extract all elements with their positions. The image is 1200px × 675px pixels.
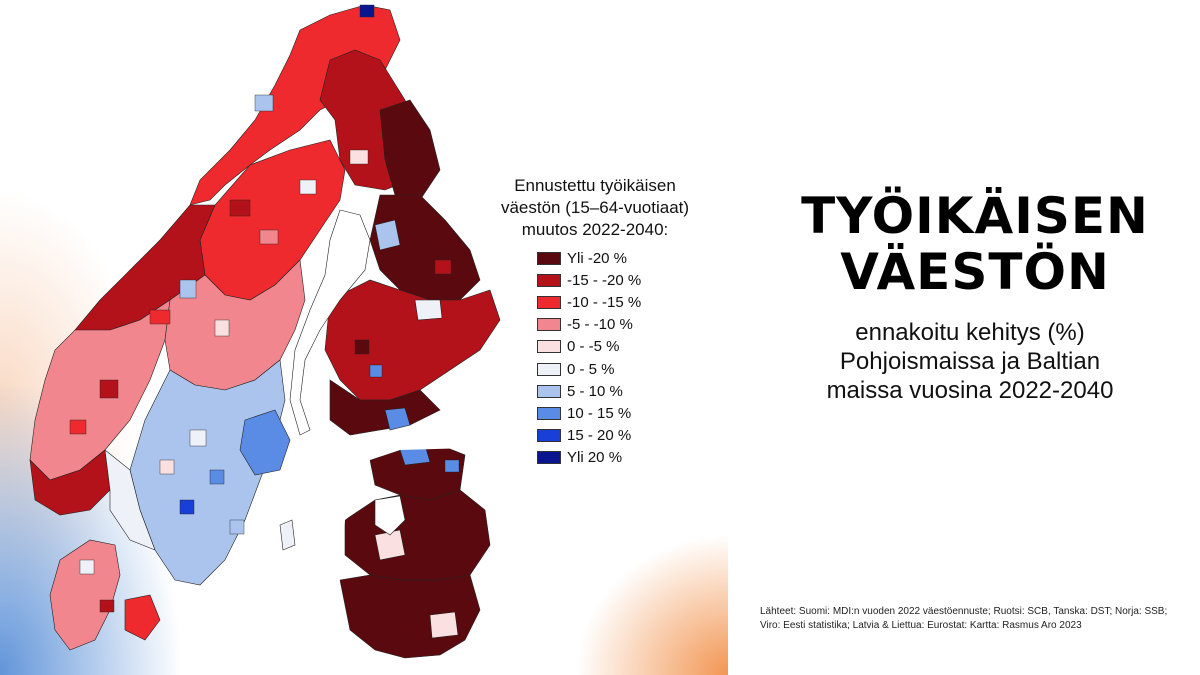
legend-swatch [537,384,561,398]
legend-item: -15 - -20 % [537,269,730,291]
legend-label: 0 - -5 % [567,338,620,356]
legend-swatch [537,251,561,265]
legend-title: Ennustettu työikäisen väestön (15–64-vuo… [500,176,690,239]
map-legend: Ennustettu työikäisen väestön (15–64-vuo… [490,175,730,469]
legend-label: -15 - -20 % [567,271,642,289]
main-title-line1: TYÖIKÄISEN [801,187,1149,245]
region-tampere [414,299,443,321]
legend-label: 0 - 5 % [567,360,615,378]
right-panel [728,0,1200,675]
legend-item: 0 - 5 % [537,358,730,380]
nordic-baltic-map [29,4,501,659]
region-oulu [374,219,401,251]
main-title: TYÖIKÄISEN VÄESTÖN [740,188,1200,300]
subtitle-line3: maissa vuosina 2022-2040 [826,377,1114,404]
legend-swatch [537,362,561,376]
region-vilnius [429,611,459,639]
legend-item: 0 - -5 % [537,336,730,358]
region-lithuania [339,574,481,659]
legend-label: 5 - 10 % [567,382,623,400]
region-denmark-east [124,594,161,641]
region-denmark [49,539,121,651]
region-finland-east-lapland [379,99,441,201]
main-title-line2: VÄESTÖN [840,243,1110,301]
legend-label: Yli 20 % [567,449,623,467]
subtitle-line1: ennakoitu kehitys (%) [855,319,1085,346]
gulf-of-bothnia [289,209,371,436]
legend-swatch [537,340,561,354]
region-finland-south [329,379,441,436]
legend-item: -5 - -10 % [537,314,730,336]
legend-label: 15 - 20 % [567,427,632,445]
legend-item: 5 - 10 % [537,380,730,402]
legend-swatch [537,318,561,332]
region-gotland [279,519,296,551]
legend-item: 15 - 20 % [537,425,730,447]
region-latvia [344,489,491,581]
legend-items: Yli -20 % -15 - -20 % -10 - -15 % -5 - -10 … [537,247,730,469]
municipality-detail [69,4,460,613]
legend-label: -5 - -10 % [567,316,633,334]
legend-label: Yli -20 % [567,249,628,267]
subtitle: ennakoitu kehitys (%) Pohjoismaissa ja B… [760,318,1180,405]
gulf-of-riga [374,495,406,536]
baltic-sea [295,432,470,600]
legend-item: -10 - -15 % [537,291,730,313]
region-finland-central [324,279,501,401]
subtitle-line2: Pohjoismaissa ja Baltian [839,348,1101,375]
legend-item: 10 - 15 % [537,402,730,424]
legend-swatch [537,451,561,465]
legend-swatch [537,429,561,443]
legend-label: 10 - 15 % [567,404,632,422]
sources-note: Lähteet: Suomi: MDI:n vuoden 2022 väestö… [760,606,1168,631]
legend-swatch [537,406,561,420]
region-sweden-southwest [104,449,156,551]
region-helsinki [384,407,411,431]
legend-item: Yli -20 % [537,247,730,269]
region-stockholm [239,409,291,476]
legend-label: -10 - -15 % [567,293,642,311]
legend-item: Yli 20 % [537,447,730,469]
legend-swatch [537,295,561,309]
legend-swatch [537,273,561,287]
map-land [29,4,501,659]
